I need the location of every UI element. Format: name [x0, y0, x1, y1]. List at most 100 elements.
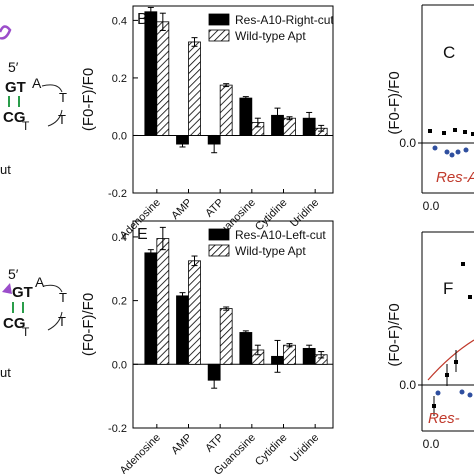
legend-label: Res-A10-Left-cut — [235, 228, 326, 242]
bar-series-b — [283, 117, 296, 136]
legend-swatch — [208, 244, 230, 257]
panel-letter: B — [137, 11, 148, 28]
point-black — [471, 132, 474, 136]
caption-tail: ut — [0, 162, 11, 177]
purple-triangle — [2, 283, 12, 294]
point-blue — [459, 389, 465, 395]
seq-a: A — [35, 274, 45, 290]
y-tick-label: 0.2 — [112, 73, 127, 85]
legend-swatch — [208, 13, 230, 26]
loop-curve — [43, 284, 63, 293]
x-tick-label: 0.0 — [423, 199, 440, 213]
x-tick-label: Uridine — [288, 197, 321, 230]
point-blue — [444, 149, 450, 155]
loop-curve — [47, 109, 63, 127]
loop-curve — [47, 311, 63, 331]
point-blue — [432, 145, 438, 151]
seq-sub: T — [22, 119, 30, 133]
y-tick-label: 0.0 — [112, 130, 127, 142]
y-axis-label: (F0-F)/F0 — [386, 71, 403, 134]
overlay-text: Res- — [428, 410, 460, 427]
y-tick-label: -0.2 — [108, 188, 127, 200]
y-axis-label: (F0-F)/F0 — [80, 293, 97, 356]
seq-line1: GT — [12, 284, 33, 301]
legend-swatch — [208, 29, 230, 42]
seq-t2: T — [58, 314, 66, 329]
legend-swatch — [208, 228, 230, 241]
bar-series-a — [239, 332, 253, 365]
left-crop-bottom: 5′ GT A T CG T T ut — [0, 266, 67, 380]
bar-series-b — [188, 260, 201, 365]
y-tick-label: 0.4 — [112, 232, 127, 244]
bar-series-b — [156, 238, 170, 365]
y-tick-label: -0.2 — [108, 423, 127, 435]
point-black — [442, 131, 446, 135]
seq-t: T — [59, 90, 67, 105]
seq-t: T — [59, 290, 67, 305]
point-black — [468, 295, 472, 299]
bar-series-a — [239, 97, 253, 136]
point-blue — [435, 390, 441, 396]
point-blue — [455, 149, 461, 155]
x-tick-label: Cytidine — [253, 432, 290, 469]
panel-letter: C — [443, 43, 455, 62]
scatter-points — [428, 128, 474, 158]
y-tick-label: 0.2 — [112, 296, 127, 308]
seq-line2: CG — [3, 109, 26, 126]
x-tick-label: 0.0 — [423, 437, 440, 451]
x-tick-label: AMP — [169, 432, 194, 457]
plot-frame — [132, 5, 334, 194]
point-black — [463, 130, 467, 134]
scatter-points — [432, 262, 473, 416]
bar-series-b — [219, 84, 233, 136]
fit-curve — [427, 339, 474, 381]
x-tick-label: ATP — [203, 197, 226, 220]
legend-label: Wild-type Apt — [235, 244, 306, 258]
bar-series-b — [156, 21, 170, 136]
loop-curve — [41, 84, 63, 93]
point-blue — [449, 152, 455, 158]
right-panel-c: 0.0 0.0 (F0-F)/F0 C Res-A — [386, 4, 474, 213]
y-tick-label: 0.0 — [399, 136, 416, 150]
y-tick-label: 0.0 — [112, 359, 127, 371]
y-tick-label: 0.4 — [112, 15, 127, 27]
bar-series-b — [219, 308, 233, 365]
x-tick-label: AMP — [169, 197, 194, 222]
bar-series-a — [144, 11, 158, 136]
seq-line2: CG — [3, 315, 26, 332]
caption-tail: ut — [0, 365, 11, 380]
x-tick-label: Adenosine — [118, 432, 163, 474]
y-axis-label: (F0-F)/F0 — [386, 303, 403, 366]
prime-label: 5′ — [8, 266, 19, 282]
y-axis-label: (F0-F)/F0 — [80, 68, 97, 131]
bar-series-a — [176, 295, 189, 365]
purple-loop-mark — [0, 25, 12, 40]
left-crop-top: 5′ GT A T CG T T ut — [0, 25, 67, 177]
point-blue — [463, 147, 469, 153]
point-black — [428, 129, 432, 133]
panel-letter: E — [137, 226, 148, 243]
seq-line1: GT — [5, 79, 26, 96]
prime-label: 5′ — [8, 59, 19, 75]
seq-sub: T — [22, 325, 30, 339]
x-tick-label: Uridine — [288, 432, 321, 465]
bar-series-b — [283, 344, 296, 365]
y-tick-label: 0.0 — [399, 378, 416, 392]
plot-frame — [132, 220, 334, 429]
legend-label: Res-A10-Right-cut — [235, 13, 334, 27]
point-black — [453, 128, 457, 132]
bar-series-b — [188, 41, 201, 136]
x-tick-label: ATP — [203, 432, 226, 455]
overlay-text: Res-A — [436, 169, 474, 186]
panel-letter: F — [443, 279, 453, 298]
seq-a: A — [32, 75, 42, 91]
point-black — [461, 262, 465, 266]
legend-label: Wild-type Apt — [235, 29, 306, 43]
point-blue — [467, 392, 473, 398]
bar-series-a — [144, 252, 158, 365]
seq-t2: T — [58, 112, 66, 127]
right-panel-f: 0.0 0.0 (F0-F)/F0 F Res- — [386, 231, 474, 451]
